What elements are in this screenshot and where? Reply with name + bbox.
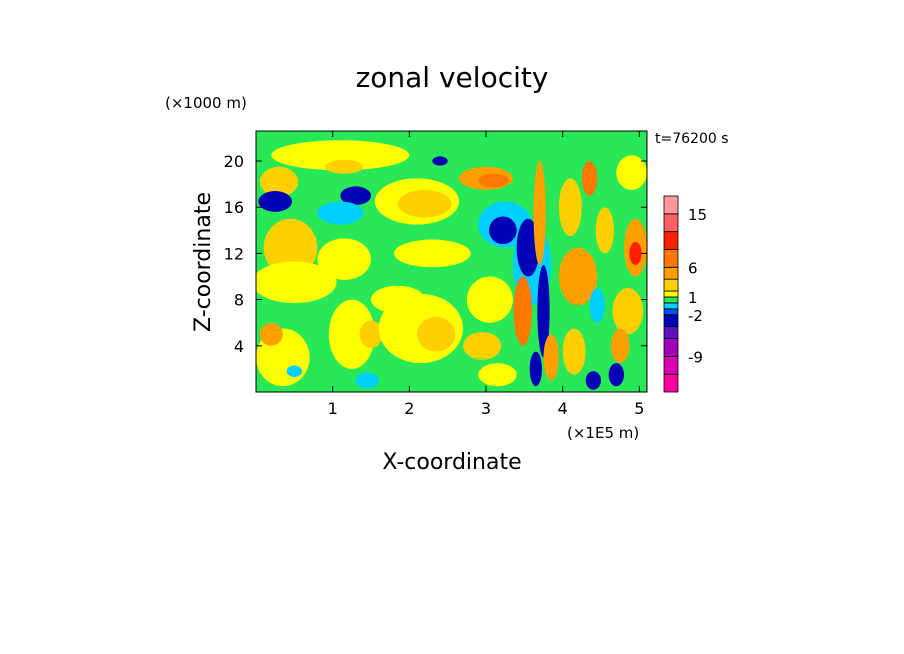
x-unit-label: (×1E5 m) — [567, 424, 639, 442]
contour-blob-16 — [397, 189, 452, 218]
x-tick-label: 1 — [328, 399, 338, 418]
contour-blob-20 — [417, 316, 456, 352]
contour-blob-9 — [340, 186, 371, 205]
contour-blob-42 — [608, 363, 624, 387]
contour-blob-12 — [328, 299, 375, 369]
contour-blob-40 — [562, 328, 586, 375]
contour-blob-8 — [325, 159, 364, 174]
contour-blob-13 — [359, 320, 383, 349]
colorbar-swatch — [663, 308, 679, 316]
contour-blob-39 — [589, 288, 605, 323]
contour-blob-14 — [355, 372, 379, 389]
contour-blob-23 — [478, 173, 509, 188]
contour-blob-45 — [629, 241, 642, 265]
contour-blob-48 — [610, 328, 630, 364]
colorbar-swatch — [663, 249, 679, 268]
x-tick-label: 2 — [404, 399, 414, 418]
colorbar-label: -9 — [688, 348, 703, 366]
x-tick-label: 3 — [481, 399, 491, 418]
x-tick-label: 5 — [634, 399, 644, 418]
contour-blob-32 — [537, 264, 550, 358]
contour-blob-47 — [616, 155, 647, 190]
contour-blob-28 — [478, 363, 517, 387]
contour-blob-43 — [595, 207, 615, 254]
contour-blob-36 — [558, 178, 582, 237]
colorbar-swatch — [663, 314, 679, 328]
contour-blob-17 — [432, 156, 448, 166]
colorbar-swatch — [663, 195, 679, 215]
contour-blob-30 — [516, 218, 540, 277]
y-unit-label: (×1000 m) — [165, 94, 247, 112]
colorbar-swatch — [663, 278, 679, 292]
colorbar-label: -2 — [688, 307, 703, 325]
contour-blob-46 — [612, 288, 644, 335]
contour-blob-3 — [256, 261, 337, 304]
contour-blob-37 — [581, 161, 598, 196]
colorbar-swatch — [663, 373, 679, 393]
y-tick-label: 20 — [224, 152, 244, 171]
colorbar-label: 15 — [688, 206, 707, 224]
contour-blob-0 — [259, 166, 299, 197]
colorbar-swatch — [663, 302, 679, 310]
contour-blob-35 — [529, 351, 542, 387]
contour-blob-41 — [585, 371, 601, 390]
contour-blob-2 — [258, 191, 293, 212]
time-label: t=76200 s — [655, 131, 729, 147]
contour-fields — [256, 140, 647, 390]
y-tick-label: 8 — [234, 291, 244, 310]
colorbar-labels: 15 6 1-2 -9 — [688, 206, 707, 367]
contour-blob-27 — [463, 331, 502, 360]
contour-blob-26 — [466, 276, 513, 323]
contour-blob-25 — [489, 216, 517, 245]
contour-blob-33 — [513, 276, 532, 346]
colorbar-label: 6 — [688, 259, 698, 277]
contour-blob-11 — [317, 238, 371, 280]
y-tick-label: 12 — [224, 244, 244, 263]
colorbar-swatch — [663, 355, 679, 375]
x-axis-label: X-coordinate — [382, 450, 521, 475]
chart-title: zonal velocity — [356, 61, 549, 94]
contour-blob-31 — [533, 161, 546, 265]
y-tick-label: 4 — [234, 337, 244, 356]
contour-blob-21 — [371, 285, 425, 314]
contour-blob-7 — [271, 140, 410, 171]
contour-blob-18 — [394, 239, 471, 268]
colorbar-swatch — [663, 338, 679, 357]
y-tick-label: 16 — [224, 198, 244, 217]
colorbar — [663, 195, 679, 393]
contour-blob-10 — [317, 201, 364, 225]
x-axis-ticks: 1 2 3 4 5 — [328, 131, 644, 418]
contour-blob-5 — [259, 322, 283, 346]
plot-frame — [255, 130, 648, 393]
y-axis-label: Z-coordinate — [191, 192, 216, 332]
colorbar-swatch — [663, 213, 679, 233]
colorbar-swatch — [663, 326, 679, 339]
y-axis-ticks: 4 8 12 16 20 — [224, 152, 647, 356]
colorbar-swatch — [663, 231, 679, 250]
colorbar-label: 1 — [688, 289, 698, 307]
contour-blob-38 — [558, 247, 598, 306]
colorbar-swatch — [663, 266, 679, 280]
contour-blob-6 — [286, 365, 303, 377]
contour-blob-34 — [543, 334, 559, 381]
x-tick-label: 4 — [558, 399, 568, 418]
colorbar-swatch — [663, 290, 679, 298]
plot-area — [256, 131, 647, 392]
colorbar-swatch — [663, 296, 679, 304]
